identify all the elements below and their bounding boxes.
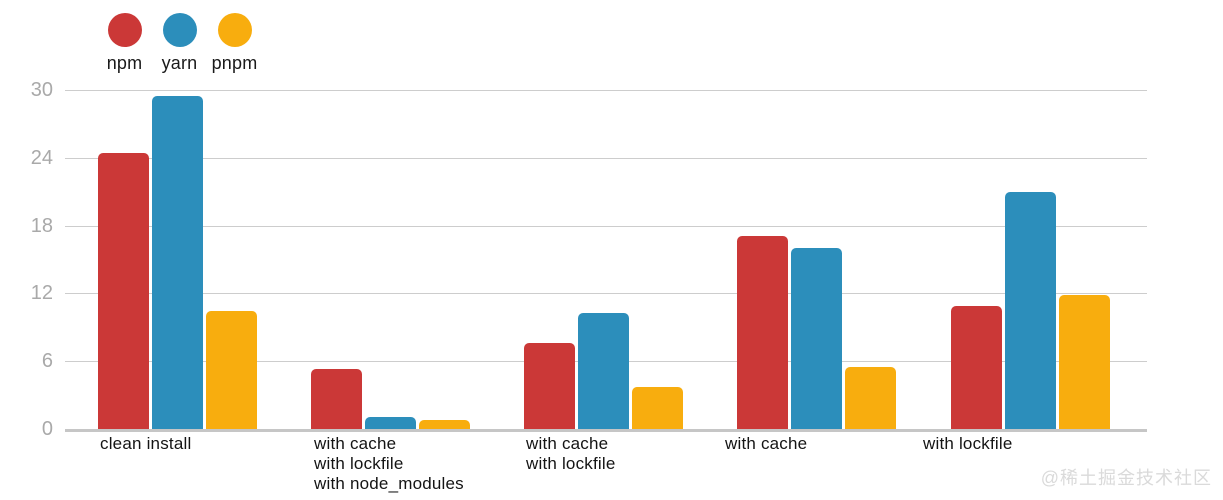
bar-pnpm-group-1 [205,311,257,429]
bar-npm-group-2 [310,369,362,429]
bar-yarn-group-1 [151,95,203,429]
x-axis-baseline [65,429,1147,432]
y-tick-label-24: 24 [30,146,53,169]
watermark: @稀土掘金技术社区 [1040,468,1212,488]
legend-label-pnpm: pnpm [211,53,258,73]
plot-area [65,90,1147,432]
bar-npm-group-4 [737,235,789,429]
y-tick-label-12: 12 [30,282,53,305]
gridline-y-18 [65,225,1147,227]
bar-yarn-group-5 [1004,191,1056,429]
bar-pnpm-group-5 [1058,294,1110,429]
x-category-label-2: with cache with lockfile with node_modul… [314,434,464,493]
y-tick-label-18: 18 [30,214,53,237]
bar-yarn-group-2 [364,416,416,429]
legend-label-yarn: yarn [161,53,198,73]
y-tick-label-30: 30 [30,79,53,101]
bar-npm-group-3 [524,343,576,429]
bar-pnpm-group-3 [632,387,684,429]
legend-swatch-npm [107,13,142,47]
bar-yarn-group-4 [791,248,843,429]
x-category-label-3: with cache with lockfile [526,434,616,473]
chart-legend: npm yarn pnpm [97,13,262,74]
bar-pnpm-group-2 [418,419,470,429]
legend-label-npm: npm [106,53,143,73]
y-tick-label-0: 0 [41,418,53,440]
bar-npm-group-5 [950,305,1002,429]
bar-pnpm-group-4 [845,366,897,429]
legend-item-npm: npm [97,13,152,74]
x-category-label-5: with lockfile [923,434,1013,453]
bar-npm-group-1 [97,153,149,429]
gridline-y-12 [65,293,1147,295]
legend-swatch-pnpm [217,13,252,47]
legend-swatch-yarn [162,13,197,47]
bar-yarn-group-3 [578,312,630,429]
y-tick-label-6: 6 [41,350,53,373]
legend-item-pnpm: pnpm [207,13,262,74]
x-category-label-1: clean install [100,434,192,453]
legend-item-yarn: yarn [152,13,207,74]
gridline-y-30 [65,90,1147,91]
x-category-label-4: with cache [725,434,808,453]
gridline-y-24 [65,157,1147,159]
